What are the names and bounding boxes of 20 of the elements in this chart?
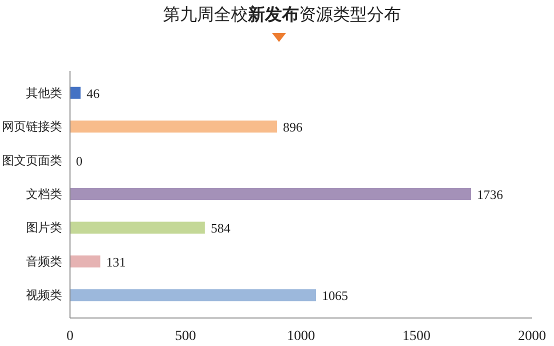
- x-tick-label: 1000: [287, 329, 315, 344]
- data-label: 584: [210, 220, 231, 236]
- y-tick-label: 其他类: [26, 86, 62, 100]
- x-tick-label: 500: [175, 329, 196, 344]
- x-tick-label: 2000: [518, 329, 546, 344]
- y-tick-label: 网页链接类: [2, 120, 62, 134]
- data-label: 896: [282, 120, 303, 135]
- y-tick-label: 文档类: [26, 187, 62, 201]
- y-tick-label: 图文页面类: [2, 153, 62, 168]
- title: 第九周全校新发布资源类型分布: [163, 5, 401, 24]
- data-label: 1065: [322, 288, 348, 304]
- x-tick-label: 1500: [402, 329, 430, 344]
- x-tick-label: 0: [66, 329, 74, 344]
- y-tick-label: 视频类: [26, 288, 62, 302]
- data-label: 46: [86, 86, 100, 101]
- data-label: 1736: [477, 187, 504, 202]
- data-label: 0: [76, 153, 82, 168]
- y-tick-label: 图片类: [26, 220, 62, 235]
- y-tick-label: 音频类: [26, 254, 62, 268]
- data-label: 131: [106, 254, 126, 270]
